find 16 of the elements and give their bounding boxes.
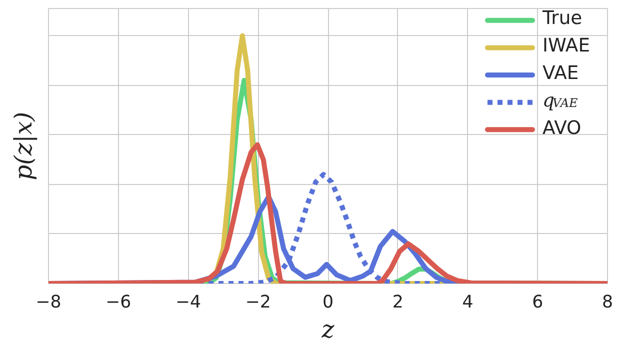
x-axis-title: z bbox=[320, 316, 335, 344]
legend-label: True bbox=[542, 8, 582, 29]
x-tick-label: −8 bbox=[36, 292, 62, 312]
x-tick-label: 2 bbox=[392, 292, 404, 312]
legend-label: VAE bbox=[542, 63, 579, 84]
y-axis-title: p(z|x) bbox=[10, 112, 38, 180]
legend-label: IWAE bbox=[542, 36, 590, 56]
legend-label: AVO bbox=[542, 118, 582, 139]
x-tick-label: −6 bbox=[106, 292, 132, 312]
legend-label: qVAE bbox=[542, 90, 578, 112]
x-tick-label: −4 bbox=[175, 292, 202, 312]
x-tick-label: −2 bbox=[245, 292, 271, 312]
x-tick-label: 4 bbox=[462, 292, 474, 312]
x-tick-label: 6 bbox=[532, 292, 544, 312]
x-tick-label: 0 bbox=[322, 292, 334, 312]
x-tick-label: 8 bbox=[602, 292, 614, 312]
